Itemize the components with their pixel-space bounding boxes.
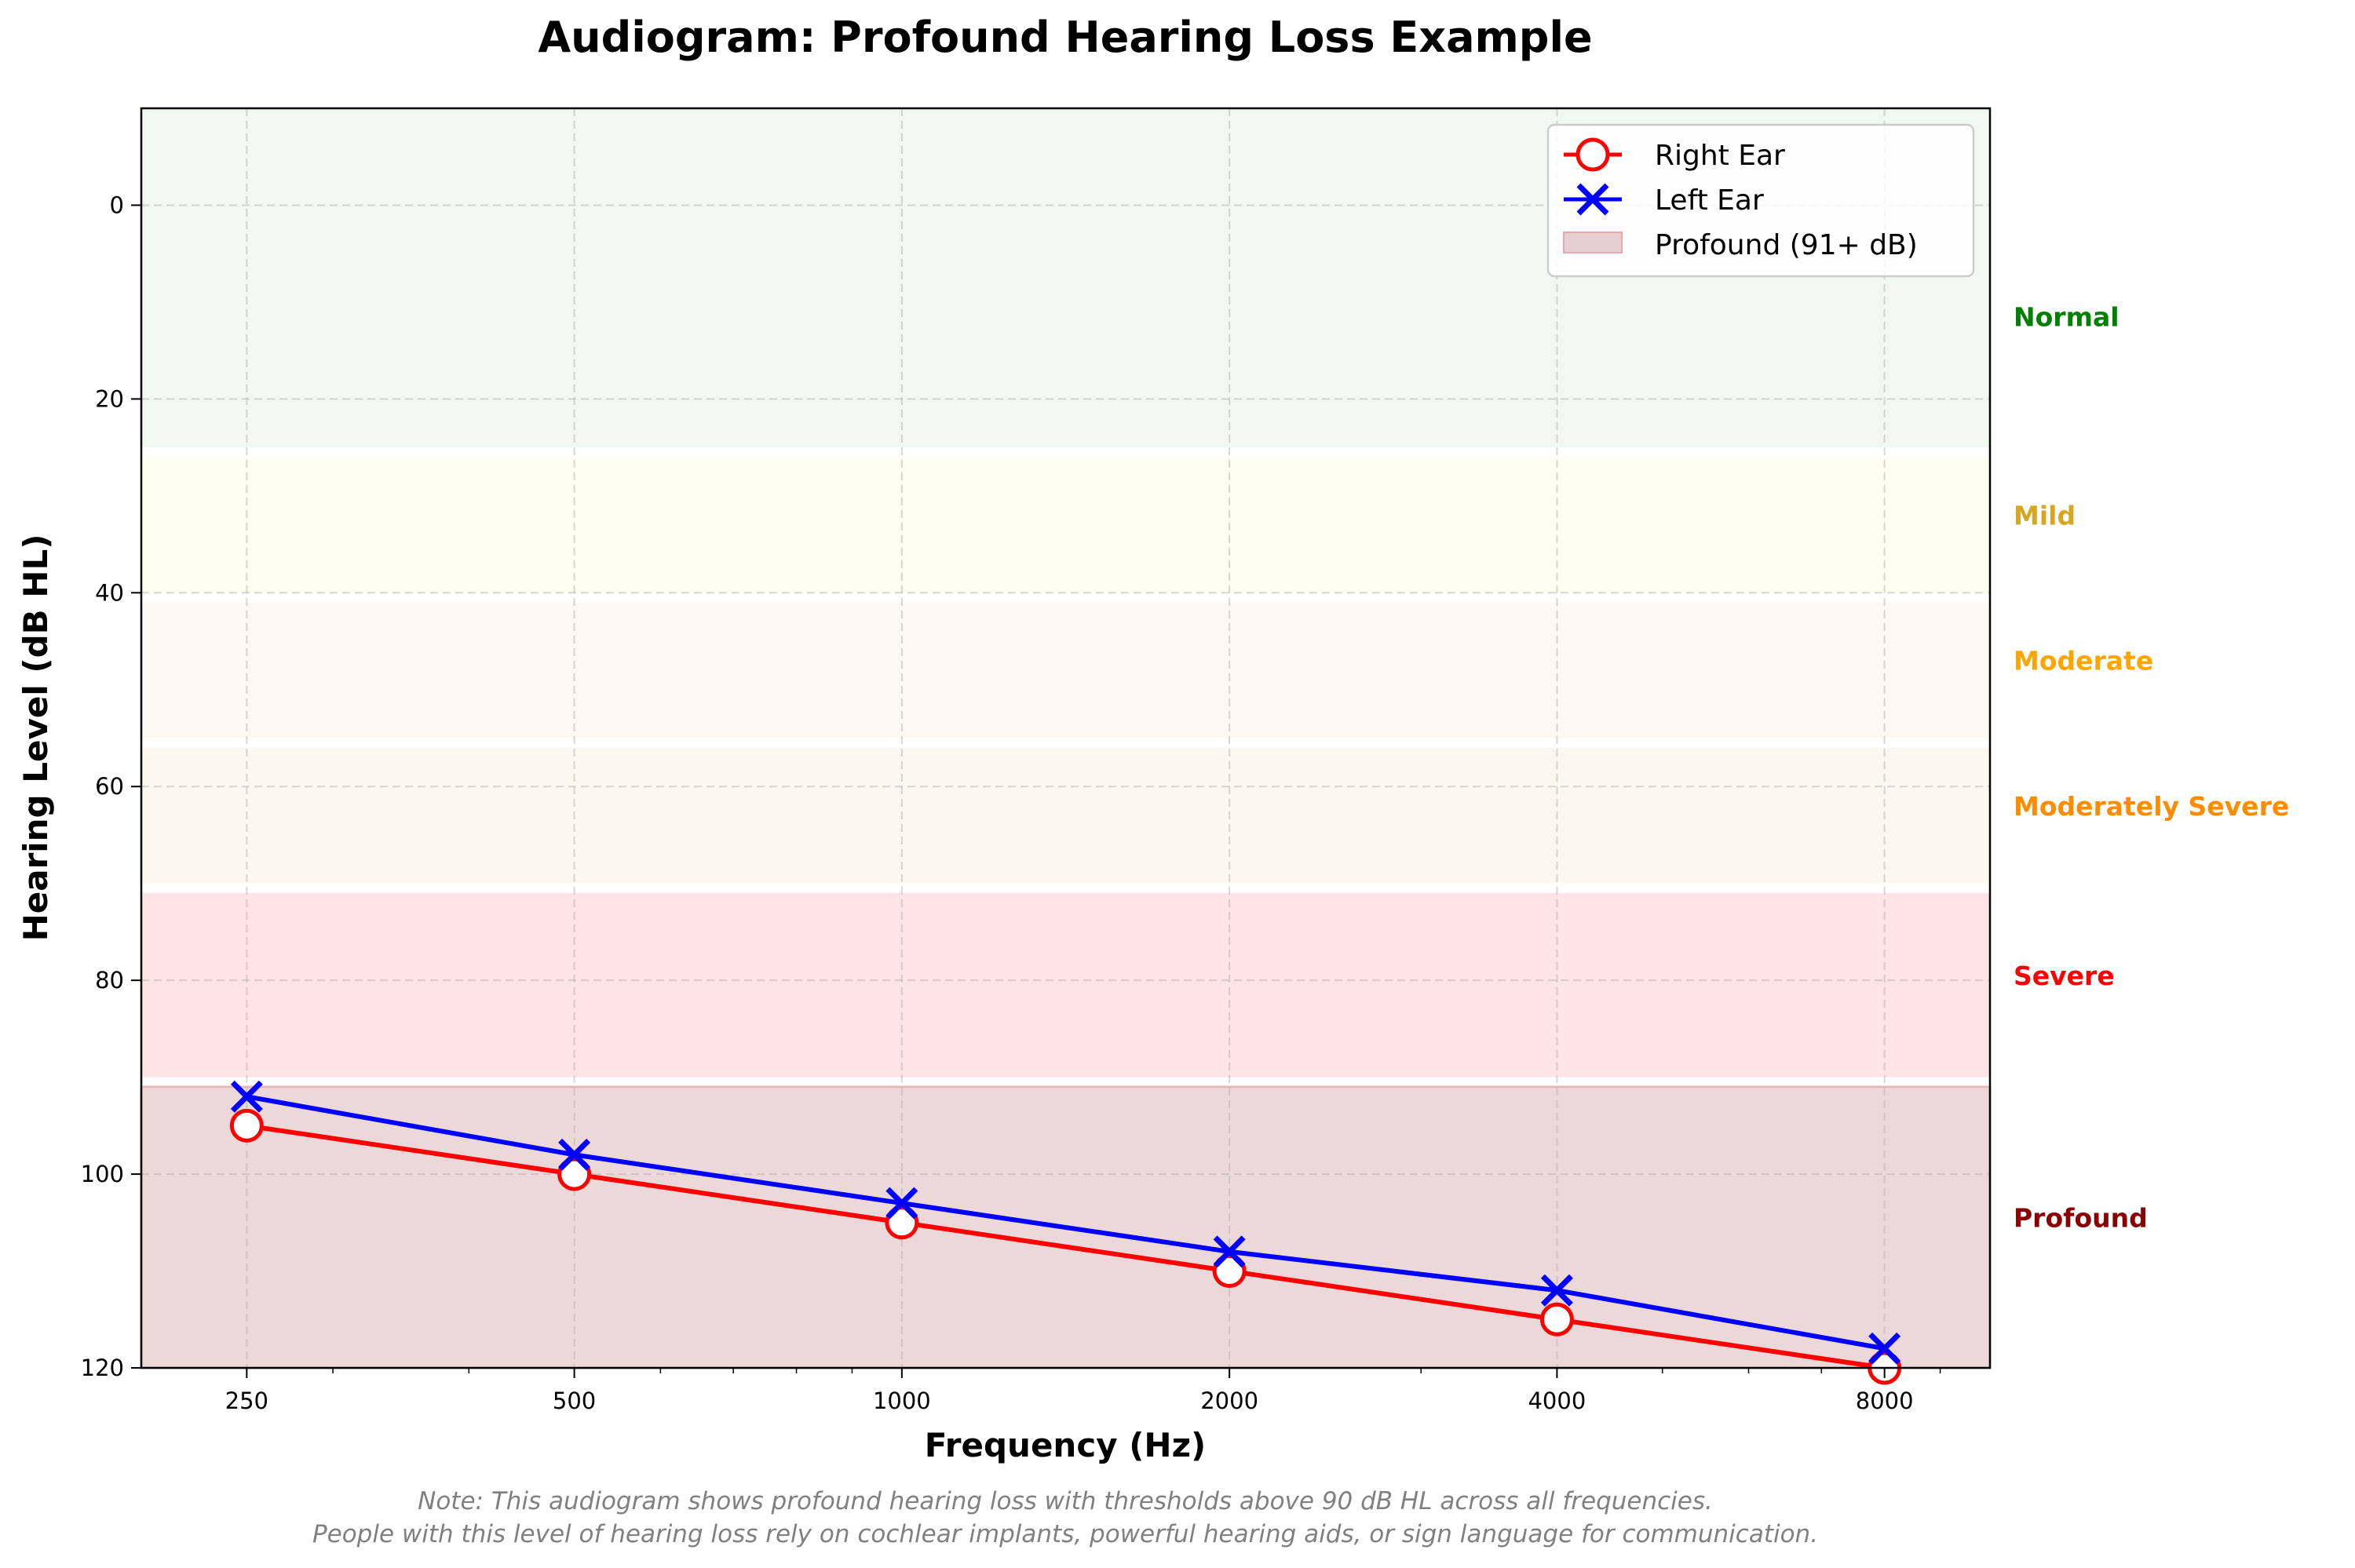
note-line-2: People with this level of hearing loss r… xyxy=(312,1520,1818,1548)
x-tick-label: 1000 xyxy=(873,1387,931,1414)
legend-box xyxy=(1546,123,1975,278)
data-point-right-ear xyxy=(885,1205,919,1240)
series-line-left-ear xyxy=(246,1094,1886,1351)
plot-frame xyxy=(140,107,1992,1369)
legend-entry-profound: Profound (91+ dB) xyxy=(1563,229,1918,261)
data-point-left-ear xyxy=(230,1080,263,1113)
band-moderate xyxy=(141,602,1990,738)
x-tick-label: 500 xyxy=(553,1387,596,1414)
y-axis-label: Hearing Level (dB HL) xyxy=(16,534,55,942)
legend-label: Profound (91+ dB) xyxy=(1655,229,1918,261)
data-point-right-ear xyxy=(557,1157,592,1191)
legend-entry-left-ear: Left Ear xyxy=(1564,183,1764,217)
band-label: Severe xyxy=(2014,961,2115,991)
y-tick-label: 100 xyxy=(81,1161,124,1187)
legend-label: Left Ear xyxy=(1655,184,1764,217)
x-tick-label: 4000 xyxy=(1528,1387,1586,1414)
data-point-right-ear xyxy=(1212,1254,1247,1289)
band-label: Normal xyxy=(2014,301,2120,332)
data-point-left-ear xyxy=(885,1187,918,1220)
legend-entry-right-ear: Right Ear xyxy=(1564,137,1785,172)
x-axis-label: Frequency (Hz) xyxy=(925,1426,1206,1464)
y-tick-label: 80 xyxy=(95,967,124,994)
y-tick-label: 0 xyxy=(110,191,124,218)
data-point-left-ear xyxy=(558,1138,591,1171)
note-line-1: Note: This audiogram shows profound hear… xyxy=(418,1487,1713,1515)
x-tick-label: 2000 xyxy=(1200,1387,1258,1414)
band-moderately-severe xyxy=(141,747,1990,884)
legend: Right Ear Left Ear Profound (91+ dB) xyxy=(1546,123,1975,278)
x-tick-label: 8000 xyxy=(1856,1387,1914,1414)
data-point-right-ear xyxy=(1539,1302,1574,1336)
circle-marker-icon xyxy=(1575,137,1610,172)
chart-title: Audiogram: Profound Hearing Loss Example xyxy=(538,13,1592,62)
data-point-left-ear xyxy=(1213,1235,1246,1268)
y-tick-label: 40 xyxy=(95,579,124,606)
data-point-left-ear xyxy=(1868,1332,1901,1365)
y-tick-label: 120 xyxy=(81,1355,124,1381)
band-label: Mild xyxy=(2014,500,2076,531)
band-mild xyxy=(141,457,1990,593)
band-label: Profound xyxy=(2014,1202,2148,1233)
data-point-left-ear xyxy=(1540,1274,1573,1307)
y-tick-label: 60 xyxy=(95,773,124,800)
legend-label: Right Ear xyxy=(1655,140,1785,172)
band-label: Moderately Severe xyxy=(2014,791,2289,822)
series-line-right-ear xyxy=(246,1123,1886,1370)
data-point-right-ear xyxy=(229,1108,264,1143)
x-tick-label: 250 xyxy=(225,1387,268,1414)
x-marker-icon xyxy=(1576,183,1609,216)
y-tick-label: 20 xyxy=(95,385,124,412)
band-swatch-icon xyxy=(1563,232,1623,253)
band-severe xyxy=(141,893,1990,1078)
band-label: Moderate xyxy=(2014,646,2153,676)
